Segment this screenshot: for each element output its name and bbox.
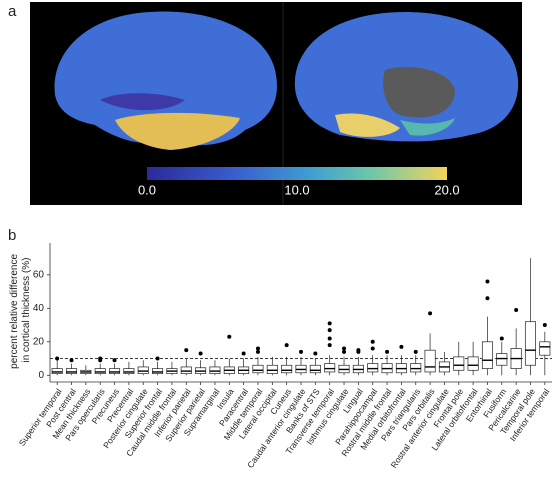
y-axis-label: percent relative difference in cortical …	[9, 251, 32, 369]
outlier	[112, 358, 117, 363]
box	[410, 363, 422, 373]
box	[180, 366, 192, 374]
y-axis-label-line: in cortical thickness (%)	[21, 257, 32, 362]
outlier	[255, 346, 260, 351]
box	[539, 341, 551, 356]
box	[453, 356, 465, 371]
outlier	[356, 348, 361, 353]
box	[281, 364, 293, 374]
outlier	[370, 346, 375, 351]
brain-image	[30, 2, 522, 205]
outlier	[342, 349, 347, 354]
box	[66, 368, 78, 374]
y-axis-label-line: percent relative difference	[9, 254, 20, 369]
box	[123, 368, 135, 374]
box	[266, 364, 278, 374]
outlier	[399, 344, 404, 349]
outlier	[313, 351, 318, 356]
box	[109, 368, 121, 374]
outlier	[255, 349, 260, 354]
box	[496, 353, 508, 366]
y-tick-label: 0	[38, 370, 44, 381]
outlier	[241, 351, 246, 356]
box	[152, 368, 164, 374]
box	[367, 363, 379, 373]
outlier	[198, 351, 203, 356]
colorbar-tick-label: 0.0	[138, 182, 156, 197]
outlier	[428, 311, 433, 316]
outlier	[327, 328, 332, 333]
panel-label: b	[8, 227, 16, 244]
outlier	[413, 349, 418, 354]
y-tick-label: 20	[33, 336, 45, 347]
box	[309, 364, 321, 374]
y-tick-label: 60	[33, 269, 45, 280]
box	[94, 368, 106, 374]
outlier	[342, 346, 347, 351]
box	[481, 341, 493, 369]
outlier	[499, 336, 504, 341]
box	[137, 366, 149, 374]
outlier	[184, 348, 189, 353]
box	[209, 366, 221, 374]
outlier	[55, 356, 60, 361]
box	[524, 321, 536, 366]
box	[424, 349, 436, 373]
outlier	[155, 356, 160, 361]
box	[324, 363, 336, 373]
outlier	[227, 334, 232, 339]
outlier	[327, 343, 332, 348]
colorbar-tick-label: 10.0	[284, 182, 309, 197]
outlier	[542, 323, 547, 328]
panel-label: a	[8, 3, 17, 20]
outlier	[299, 349, 303, 354]
outlier	[327, 321, 332, 326]
y-tick-label: 40	[33, 303, 45, 314]
box	[467, 356, 479, 371]
outlier	[370, 339, 375, 344]
outlier	[98, 356, 103, 361]
outlier	[485, 279, 490, 284]
outlier	[485, 296, 490, 301]
outlier	[69, 358, 74, 363]
colorbar-tick-label: 20.0	[434, 182, 459, 197]
outlier	[284, 343, 289, 348]
box	[252, 364, 264, 374]
outlier	[514, 307, 519, 312]
outlier	[327, 336, 332, 341]
box	[51, 368, 63, 374]
outlier	[385, 349, 390, 354]
